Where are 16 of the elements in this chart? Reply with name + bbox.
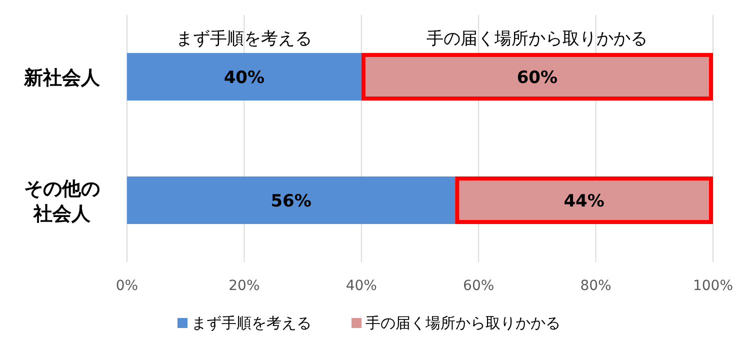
x-tick-label: 60%	[463, 278, 494, 294]
x-tick-label: 40%	[346, 278, 377, 294]
y-tick-label: その他の社会人	[24, 178, 100, 225]
data-label: 56%	[270, 191, 312, 212]
y-tick-label: 新社会人	[23, 66, 101, 89]
x-tick-label: 0%	[116, 278, 138, 294]
data-label: 44%	[564, 191, 604, 212]
x-tick-label: 20%	[228, 278, 260, 294]
legend-label: まず手順を考える	[192, 314, 312, 332]
x-tick-label: 100%	[692, 278, 734, 294]
annotation: まず手順を考える	[176, 28, 312, 49]
data-label: 40%	[224, 68, 265, 88]
annotation: 手の届く場所から取りかかる	[426, 28, 648, 49]
data-label: 60%	[516, 68, 558, 88]
x-tick-label: 80%	[580, 278, 612, 294]
legend-label: 手の届く場所から取りかかる	[366, 314, 560, 332]
